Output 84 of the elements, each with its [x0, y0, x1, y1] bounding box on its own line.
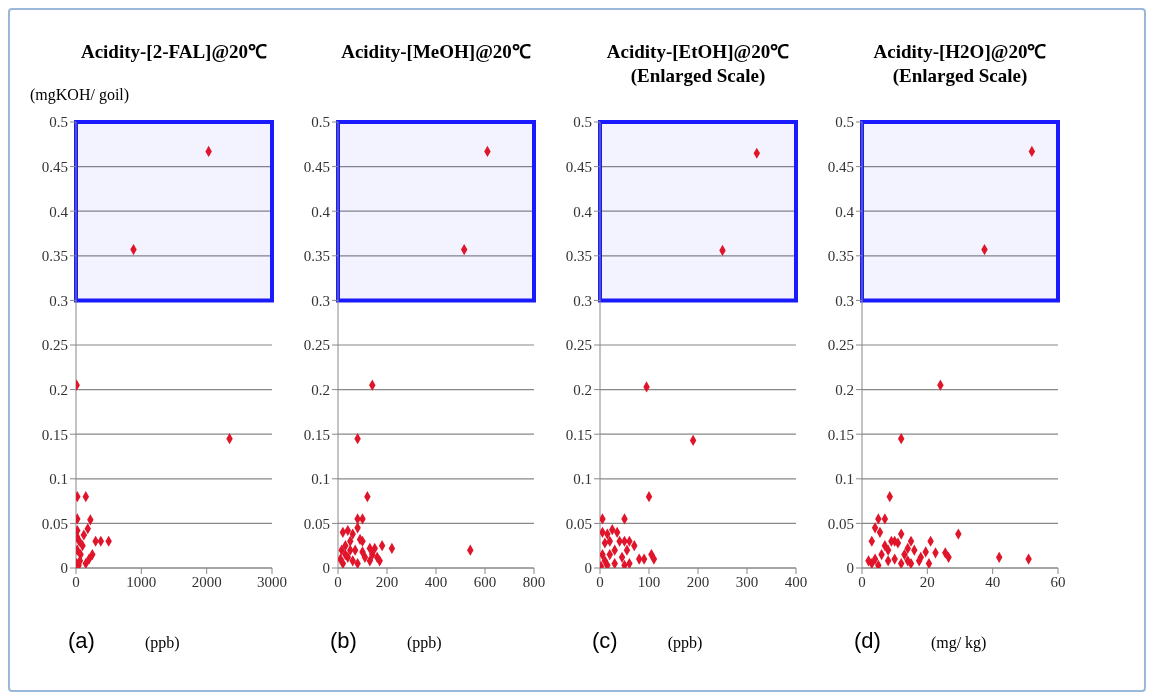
- point: [339, 557, 347, 568]
- y-tick-label: 0.5: [573, 114, 592, 131]
- y-tick-label: 0.05: [41, 515, 68, 532]
- y-tick-label: 0.25: [565, 337, 592, 354]
- x-tick-label: 100: [637, 573, 661, 590]
- x-tick-label: 60: [1050, 573, 1066, 590]
- x-tick-label: 600: [473, 573, 497, 590]
- point: [604, 559, 611, 568]
- x-tick-label: 1000: [126, 573, 157, 590]
- x-axis-title: (ppb): [406, 634, 442, 652]
- y-tick-label: 0.2: [49, 381, 68, 398]
- y-tick-label: 0.35: [827, 248, 854, 265]
- y-tick-label: 0.15: [827, 426, 854, 443]
- y-tick-label: 0.15: [41, 426, 68, 443]
- y-tick-label: 0.4: [573, 203, 593, 220]
- y-axis-title: (mgKOH/ goil): [30, 86, 130, 104]
- point: [82, 557, 90, 568]
- y-tick-label: 0.25: [41, 337, 68, 354]
- y-tick-label: 0.2: [573, 381, 592, 398]
- x-tick-label: 0: [334, 573, 342, 590]
- chart-title: Acidity-[MeOH]@20℃: [340, 40, 532, 64]
- x-tick-label: 0: [596, 573, 604, 590]
- y-tick-label: 0.3: [311, 292, 330, 309]
- y-tick-label: 0.35: [565, 248, 592, 265]
- y-tick-label: 0: [322, 560, 330, 577]
- y-tick-label: 0.15: [565, 426, 592, 443]
- y-tick-label: 0.3: [573, 292, 592, 309]
- y-tick-label: 0.45: [565, 158, 592, 175]
- x-tick-label: 800: [522, 573, 546, 590]
- y-tick-label: 0.45: [827, 158, 854, 175]
- y-tick-label: 0.15: [303, 426, 330, 443]
- y-tick-label: 0.4: [311, 203, 331, 220]
- y-tick-label: 0.35: [303, 248, 330, 265]
- y-tick-label: 0.05: [827, 515, 854, 532]
- y-tick-label: 0.45: [41, 158, 68, 175]
- x-axis-title: (mg/ kg): [930, 634, 987, 652]
- x-tick-label: 200: [686, 573, 710, 590]
- text: (a): [68, 628, 95, 654]
- text: (b): [330, 628, 357, 654]
- chart-subtitle: (Enlarged Scale): [629, 64, 767, 88]
- y-tick-label: 0.3: [835, 292, 854, 309]
- x-axis-title: (ppb): [144, 634, 180, 652]
- text: (c): [592, 628, 618, 654]
- x-tick-label: 40: [985, 573, 1001, 590]
- y-tick-label: 0.1: [835, 471, 854, 488]
- y-tick-label: 0.05: [565, 515, 592, 532]
- chart-title: Acidity-[EtOH]@20℃: [605, 40, 791, 64]
- chart-subtitle: (Enlarged Scale): [891, 64, 1029, 88]
- y-tick-label: 0.5: [835, 114, 854, 131]
- y-tick-label: 0.05: [303, 515, 330, 532]
- y-tick-label: 0.4: [49, 203, 69, 220]
- x-tick-label: 3000: [257, 573, 287, 590]
- chart-title: Acidity-[H2O]@20℃: [872, 40, 1048, 64]
- point: [925, 557, 933, 568]
- point: [875, 559, 882, 568]
- y-tick-label: 0.5: [49, 114, 68, 131]
- y-tick-label: 0: [846, 560, 854, 577]
- y-tick-label: 0: [584, 560, 592, 577]
- y-tick-label: 0.3: [49, 292, 68, 309]
- x-axis-title: (ppb): [667, 634, 703, 652]
- y-tick-label: 0.2: [311, 381, 330, 398]
- point: [897, 557, 905, 568]
- y-tick-label: 0.1: [311, 471, 330, 488]
- x-tick-label: 400: [784, 573, 808, 590]
- chart-title: Acidity-[2-FAL]@20℃: [79, 40, 269, 64]
- y-tick-label: 0.25: [827, 337, 854, 354]
- y-tick-label: 0.1: [49, 471, 68, 488]
- x-tick-label: 20: [919, 573, 935, 590]
- x-tick-label: 0: [858, 573, 866, 590]
- point: [621, 559, 628, 568]
- x-tick-label: 400: [424, 573, 448, 590]
- y-tick-label: 0.45: [303, 158, 330, 175]
- y-tick-label: 0.5: [311, 114, 330, 131]
- x-tick-label: 200: [375, 573, 399, 590]
- x-tick-label: 300: [735, 573, 759, 590]
- text: (d): [854, 628, 881, 654]
- y-tick-label: 0.2: [835, 381, 854, 398]
- y-tick-label: 0.4: [835, 203, 855, 220]
- y-tick-label: 0.1: [573, 471, 592, 488]
- y-tick-label: 0: [60, 560, 68, 577]
- y-tick-label: 0.35: [41, 248, 68, 265]
- x-tick-label: 2000: [191, 573, 222, 590]
- x-tick-label: 0: [72, 573, 80, 590]
- y-tick-label: 0.25: [303, 337, 330, 354]
